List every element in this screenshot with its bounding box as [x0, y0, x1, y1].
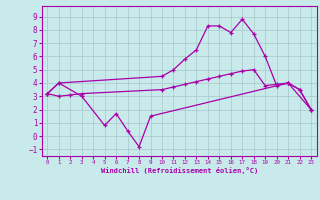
- X-axis label: Windchill (Refroidissement éolien,°C): Windchill (Refroidissement éolien,°C): [100, 167, 258, 174]
